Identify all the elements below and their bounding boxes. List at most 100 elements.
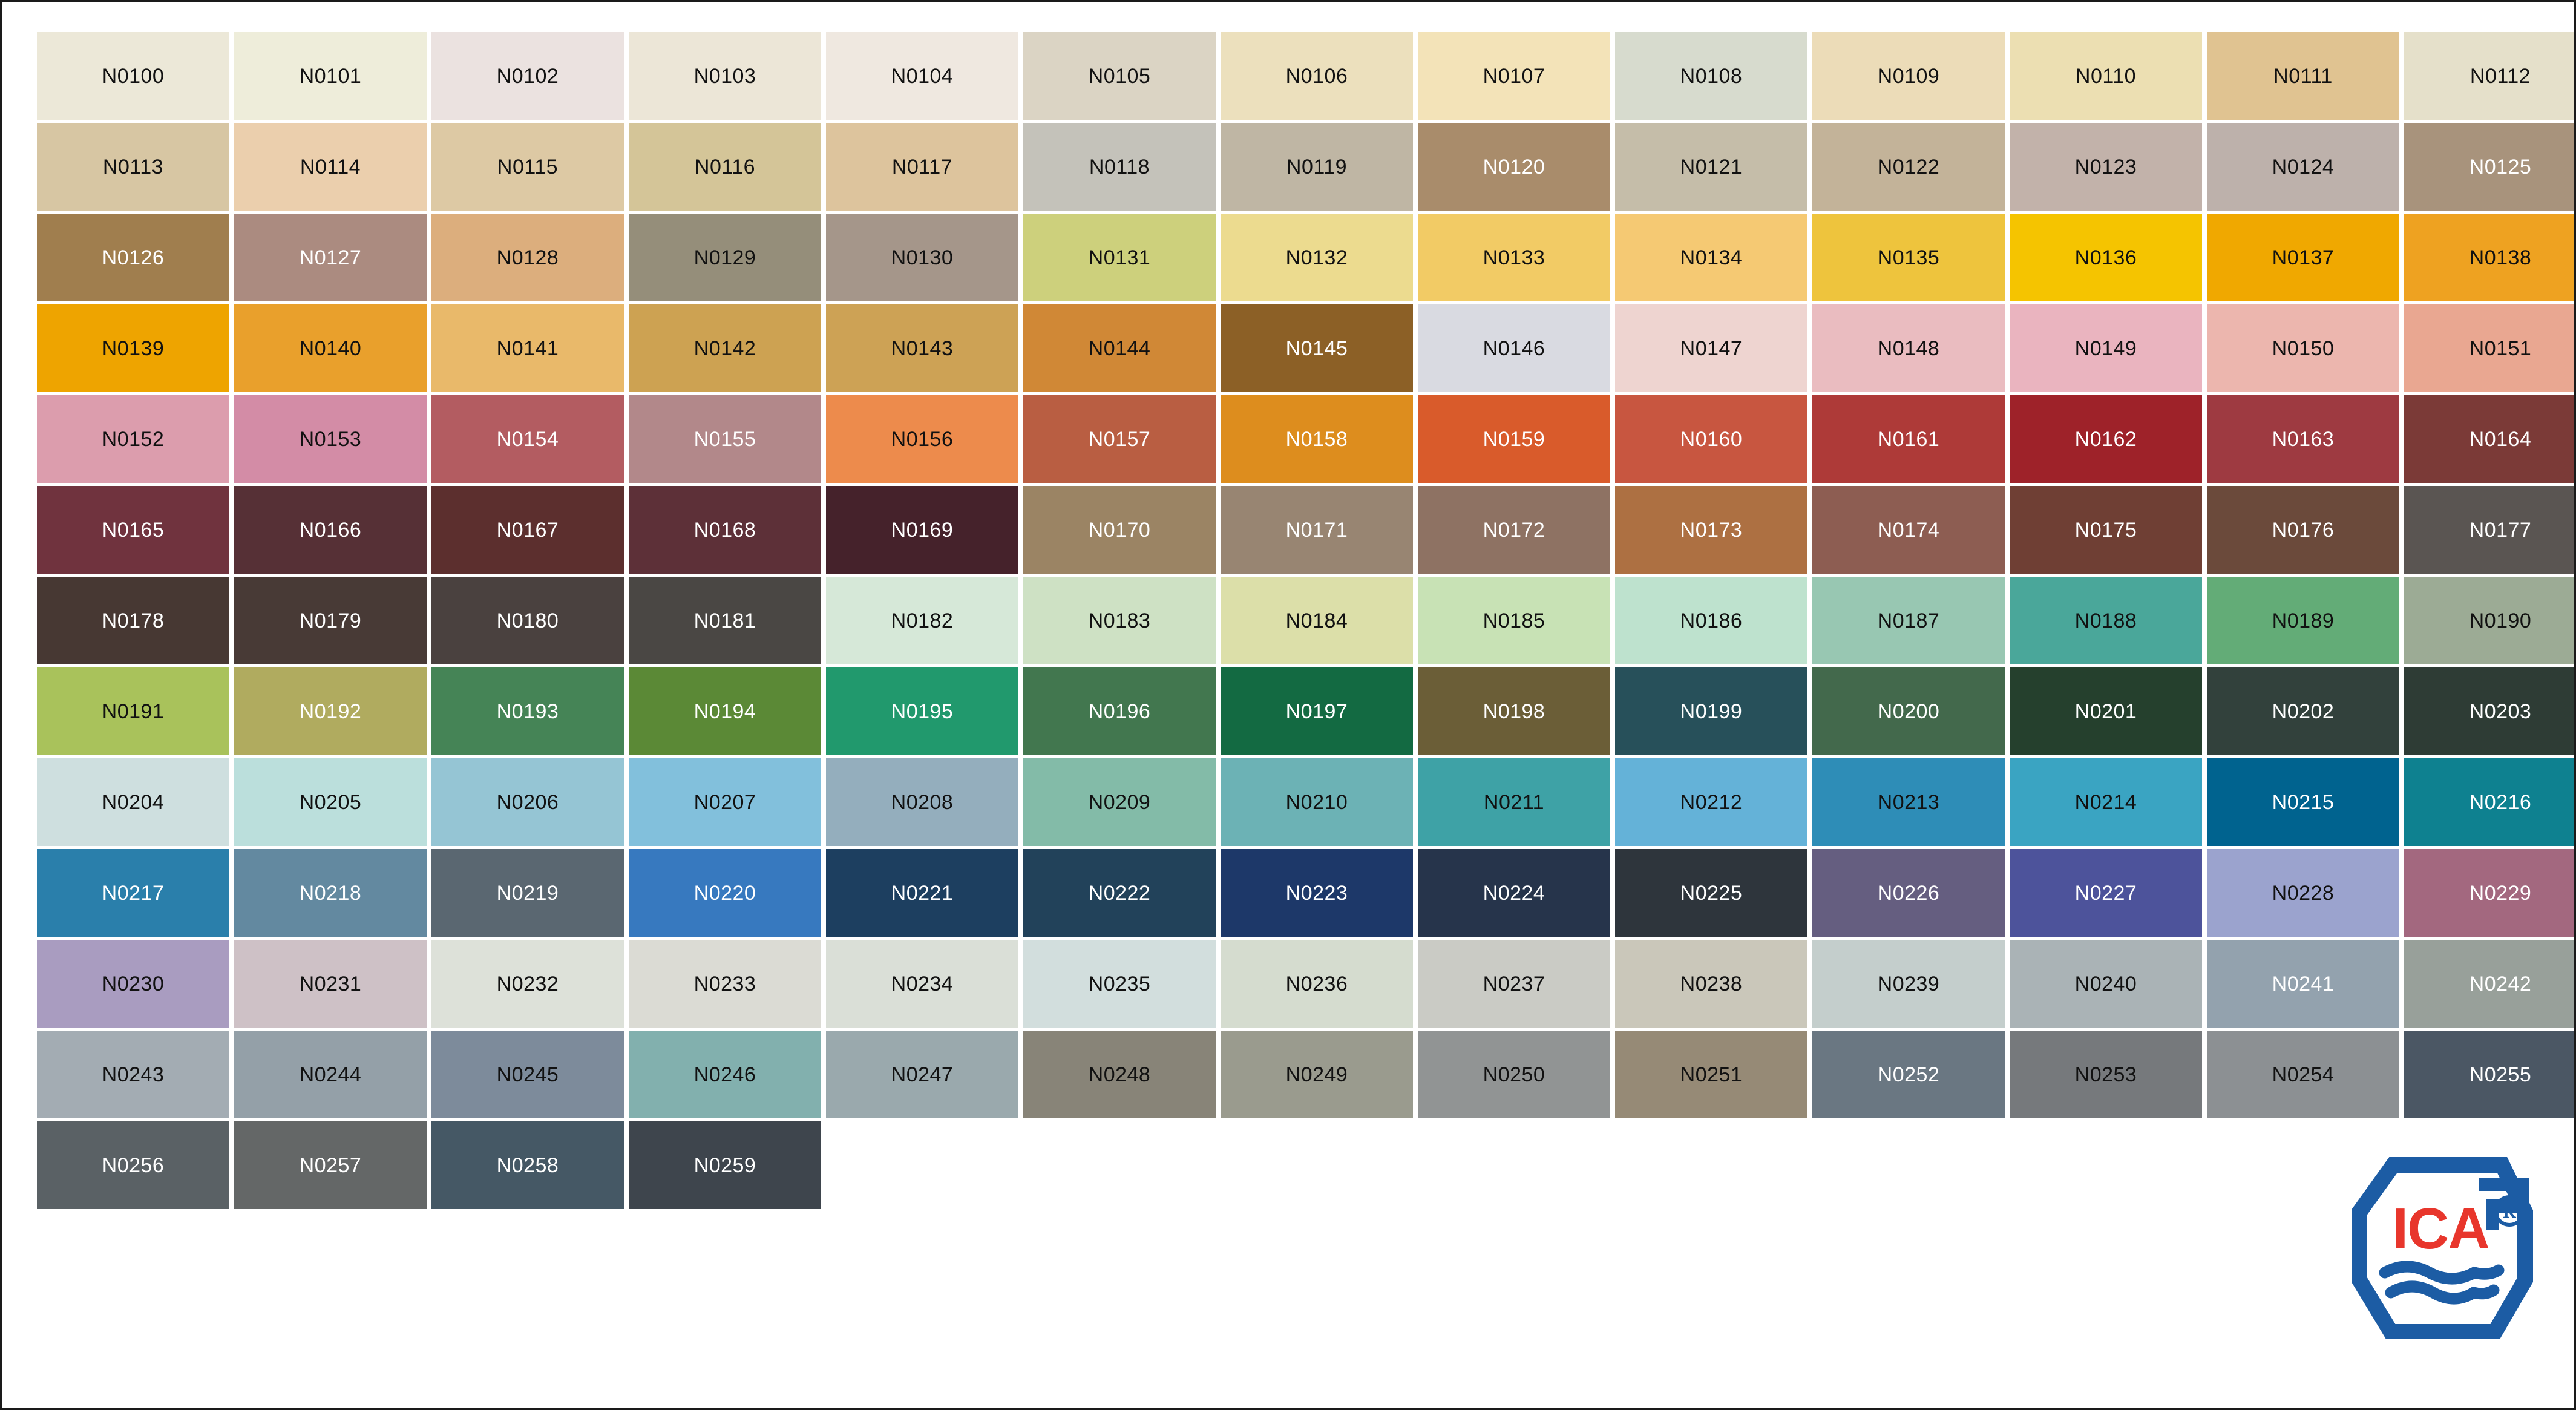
colour-swatch[interactable]: N0190 [2404, 577, 2574, 664]
colour-swatch[interactable]: N0248 [1023, 1031, 1216, 1118]
colour-swatch[interactable]: N0127 [234, 214, 427, 301]
colour-swatch[interactable]: N0234 [826, 940, 1018, 1028]
colour-swatch[interactable]: N0105 [1023, 32, 1216, 120]
colour-swatch[interactable]: N0220 [629, 849, 821, 937]
colour-swatch[interactable]: N0242 [2404, 940, 2574, 1028]
colour-swatch[interactable]: N0109 [1812, 32, 2005, 120]
colour-swatch[interactable]: N0180 [431, 577, 624, 664]
colour-swatch[interactable]: N0130 [826, 214, 1018, 301]
colour-swatch[interactable]: N0205 [234, 758, 427, 846]
colour-swatch[interactable]: N0156 [826, 395, 1018, 483]
colour-swatch[interactable]: N0106 [1221, 32, 1413, 120]
colour-swatch[interactable]: N0154 [431, 395, 624, 483]
colour-swatch[interactable]: N0164 [2404, 395, 2574, 483]
colour-swatch[interactable]: N0235 [1023, 940, 1216, 1028]
colour-swatch[interactable]: N0116 [629, 123, 821, 211]
colour-swatch[interactable]: N0124 [2207, 123, 2399, 211]
colour-swatch[interactable]: N0103 [629, 32, 821, 120]
colour-swatch[interactable]: N0149 [2010, 304, 2202, 392]
colour-swatch[interactable]: N0207 [629, 758, 821, 846]
colour-swatch[interactable]: N0221 [826, 849, 1018, 937]
colour-swatch[interactable]: N0146 [1418, 304, 1610, 392]
colour-swatch[interactable]: N0204 [37, 758, 229, 846]
colour-swatch[interactable]: N0171 [1221, 486, 1413, 574]
colour-swatch[interactable]: N0231 [234, 940, 427, 1028]
colour-swatch[interactable]: N0181 [629, 577, 821, 664]
colour-swatch[interactable]: N0163 [2207, 395, 2399, 483]
colour-swatch[interactable]: N0255 [2404, 1031, 2574, 1118]
colour-swatch[interactable]: N0222 [1023, 849, 1216, 937]
colour-swatch[interactable]: N0243 [37, 1031, 229, 1118]
colour-swatch[interactable]: N0119 [1221, 123, 1413, 211]
colour-swatch[interactable]: N0123 [2010, 123, 2202, 211]
colour-swatch[interactable]: N0254 [2207, 1031, 2399, 1118]
colour-swatch[interactable]: N0172 [1418, 486, 1610, 574]
colour-swatch[interactable]: N0118 [1023, 123, 1216, 211]
colour-swatch[interactable]: N0182 [826, 577, 1018, 664]
colour-swatch[interactable]: N0194 [629, 667, 821, 755]
colour-swatch[interactable]: N0102 [431, 32, 624, 120]
colour-swatch[interactable]: N0195 [826, 667, 1018, 755]
colour-swatch[interactable]: N0201 [2010, 667, 2202, 755]
colour-swatch[interactable]: N0197 [1221, 667, 1413, 755]
colour-swatch[interactable]: N0122 [1812, 123, 2005, 211]
colour-swatch[interactable]: N0253 [2010, 1031, 2202, 1118]
colour-swatch[interactable]: N0121 [1615, 123, 1807, 211]
colour-swatch[interactable]: N0169 [826, 486, 1018, 574]
colour-swatch[interactable]: N0218 [234, 849, 427, 937]
colour-swatch[interactable]: N0184 [1221, 577, 1413, 664]
colour-swatch[interactable]: N0259 [629, 1121, 821, 1209]
colour-swatch[interactable]: N0238 [1615, 940, 1807, 1028]
colour-swatch[interactable]: N0155 [629, 395, 821, 483]
colour-swatch[interactable]: N0128 [431, 214, 624, 301]
colour-swatch[interactable]: N0175 [2010, 486, 2202, 574]
colour-swatch[interactable]: N0209 [1023, 758, 1216, 846]
colour-swatch[interactable]: N0176 [2207, 486, 2399, 574]
colour-swatch[interactable]: N0198 [1418, 667, 1610, 755]
colour-swatch[interactable]: N0244 [234, 1031, 427, 1118]
colour-swatch[interactable]: N0237 [1418, 940, 1610, 1028]
colour-swatch[interactable]: N0225 [1615, 849, 1807, 937]
colour-swatch[interactable]: N0232 [431, 940, 624, 1028]
colour-swatch[interactable]: N0250 [1418, 1031, 1610, 1118]
colour-swatch[interactable]: N0134 [1615, 214, 1807, 301]
colour-swatch[interactable]: N0200 [1812, 667, 2005, 755]
colour-swatch[interactable]: N0168 [629, 486, 821, 574]
colour-swatch[interactable]: N0158 [1221, 395, 1413, 483]
colour-swatch[interactable]: N0107 [1418, 32, 1610, 120]
colour-swatch[interactable]: N0136 [2010, 214, 2202, 301]
colour-swatch[interactable]: N0192 [234, 667, 427, 755]
colour-swatch[interactable]: N0104 [826, 32, 1018, 120]
colour-swatch[interactable]: N0165 [37, 486, 229, 574]
colour-swatch[interactable]: N0188 [2010, 577, 2202, 664]
colour-swatch[interactable]: N0151 [2404, 304, 2574, 392]
colour-swatch[interactable]: N0241 [2207, 940, 2399, 1028]
colour-swatch[interactable]: N0246 [629, 1031, 821, 1118]
colour-swatch[interactable]: N0108 [1615, 32, 1807, 120]
colour-swatch[interactable]: N0256 [37, 1121, 229, 1209]
colour-swatch[interactable]: N0183 [1023, 577, 1216, 664]
colour-swatch[interactable]: N0219 [431, 849, 624, 937]
colour-swatch[interactable]: N0141 [431, 304, 624, 392]
colour-swatch[interactable]: N0144 [1023, 304, 1216, 392]
colour-swatch[interactable]: N0112 [2404, 32, 2574, 120]
colour-swatch[interactable]: N0170 [1023, 486, 1216, 574]
colour-swatch[interactable]: N0115 [431, 123, 624, 211]
colour-swatch[interactable]: N0142 [629, 304, 821, 392]
colour-swatch[interactable]: N0129 [629, 214, 821, 301]
colour-swatch[interactable]: N0140 [234, 304, 427, 392]
colour-swatch[interactable]: N0100 [37, 32, 229, 120]
colour-swatch[interactable]: N0245 [431, 1031, 624, 1118]
colour-swatch[interactable]: N0150 [2207, 304, 2399, 392]
colour-swatch[interactable]: N0162 [2010, 395, 2202, 483]
colour-swatch[interactable]: N0135 [1812, 214, 2005, 301]
colour-swatch[interactable]: N0258 [431, 1121, 624, 1209]
colour-swatch[interactable]: N0157 [1023, 395, 1216, 483]
colour-swatch[interactable]: N0111 [2207, 32, 2399, 120]
colour-swatch[interactable]: N0228 [2207, 849, 2399, 937]
colour-swatch[interactable]: N0138 [2404, 214, 2574, 301]
colour-swatch[interactable]: N0148 [1812, 304, 2005, 392]
colour-swatch[interactable]: N0217 [37, 849, 229, 937]
colour-swatch[interactable]: N0137 [2207, 214, 2399, 301]
colour-swatch[interactable]: N0247 [826, 1031, 1018, 1118]
